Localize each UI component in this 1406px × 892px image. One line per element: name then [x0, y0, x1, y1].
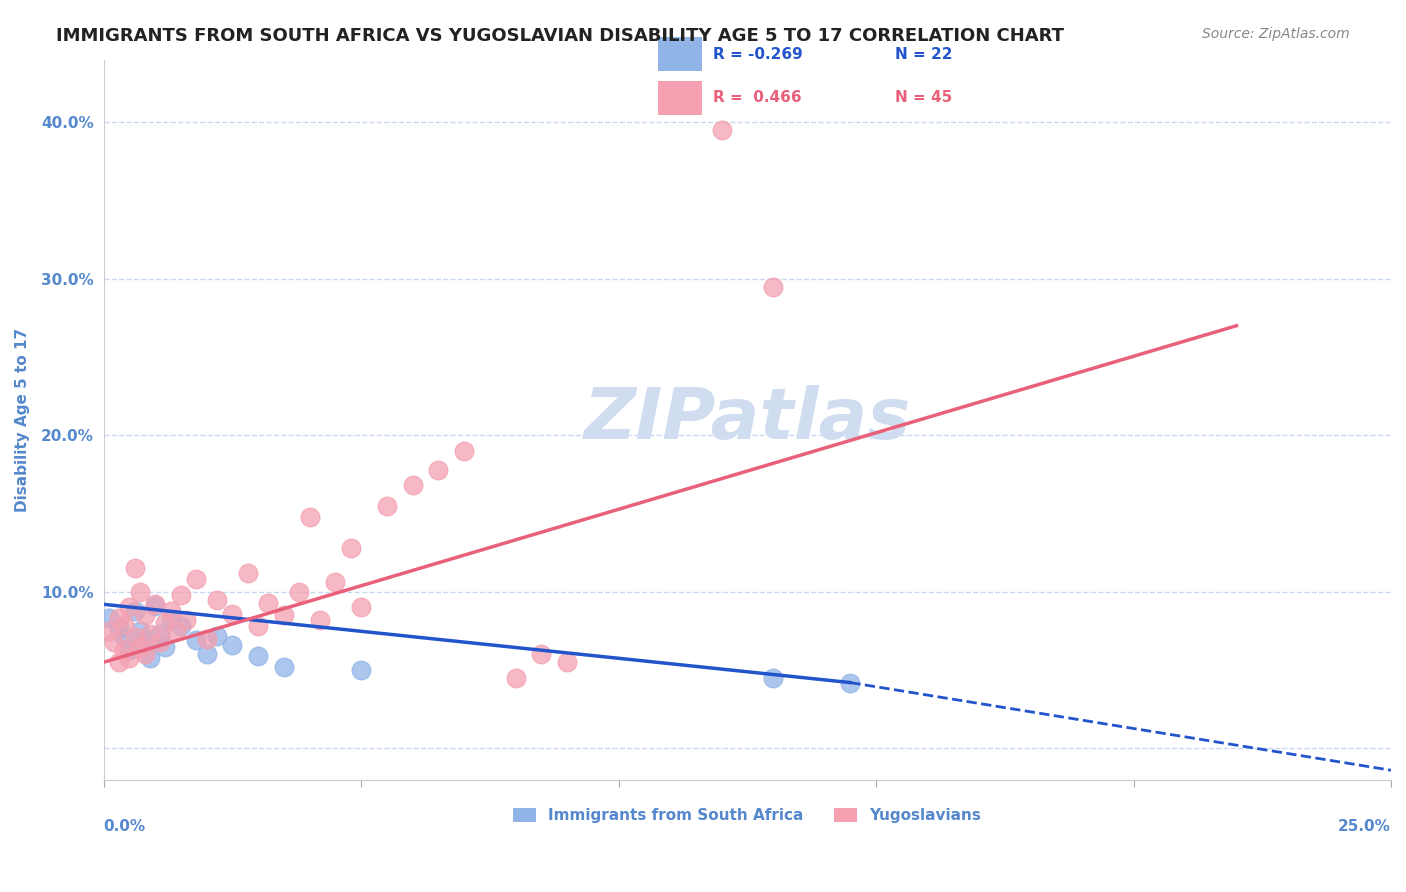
Point [325, 575, 347, 590]
Point [298, 509, 321, 524]
Point [128, 584, 150, 599]
Point [427, 463, 450, 477]
Point [134, 648, 156, 662]
Point [186, 633, 208, 648]
Point [128, 640, 150, 654]
Point [350, 600, 373, 615]
Point [143, 597, 166, 611]
Point [143, 599, 166, 613]
Point [273, 608, 295, 623]
Point [170, 588, 193, 602]
Text: 25.0%: 25.0% [1339, 819, 1391, 834]
Point [103, 635, 125, 649]
Point [195, 648, 218, 662]
Point [118, 600, 141, 615]
Point [340, 541, 363, 555]
Point [108, 655, 131, 669]
Point [108, 611, 131, 625]
Point [174, 613, 197, 627]
Point [139, 650, 162, 665]
Point [128, 624, 150, 638]
Point [401, 478, 423, 492]
Point [139, 627, 162, 641]
FancyBboxPatch shape [658, 81, 702, 115]
Text: N = 45: N = 45 [896, 90, 953, 105]
Point [257, 596, 280, 610]
Point [205, 592, 228, 607]
Point [155, 616, 177, 631]
Point [118, 642, 141, 657]
Point [762, 279, 785, 293]
Point [108, 621, 131, 635]
Point [112, 630, 135, 644]
Point [149, 627, 172, 641]
Point [112, 642, 135, 657]
Point [273, 660, 295, 674]
Point [97, 624, 120, 638]
Text: IMMIGRANTS FROM SOUTH AFRICA VS YUGOSLAVIAN DISABILITY AGE 5 TO 17 CORRELATION C: IMMIGRANTS FROM SOUTH AFRICA VS YUGOSLAV… [56, 27, 1064, 45]
Text: 0.0%: 0.0% [104, 819, 146, 834]
Text: ZIPatlas: ZIPatlas [583, 385, 911, 454]
Point [221, 638, 243, 652]
Text: R =  0.466: R = 0.466 [713, 90, 801, 105]
Point [124, 561, 146, 575]
Point [124, 604, 146, 618]
Point [165, 624, 187, 638]
Point [762, 671, 785, 685]
Point [288, 584, 311, 599]
Point [155, 640, 177, 654]
Point [134, 608, 156, 623]
Point [118, 650, 141, 665]
Point [530, 648, 553, 662]
Point [453, 444, 475, 458]
Point [159, 613, 181, 627]
Point [170, 619, 193, 633]
Point [221, 607, 243, 621]
Text: N = 22: N = 22 [896, 46, 953, 62]
Point [236, 566, 259, 580]
Point [555, 655, 578, 669]
Point [247, 648, 270, 663]
Point [309, 613, 332, 627]
Text: R = -0.269: R = -0.269 [713, 46, 803, 62]
Point [205, 629, 228, 643]
Point [839, 675, 862, 690]
Point [149, 635, 172, 649]
Point [195, 632, 218, 646]
Point [505, 671, 527, 685]
FancyBboxPatch shape [658, 37, 702, 71]
Y-axis label: Disability Age 5 to 17: Disability Age 5 to 17 [15, 327, 30, 512]
Point [134, 635, 156, 649]
Text: Source: ZipAtlas.com: Source: ZipAtlas.com [1202, 27, 1350, 41]
Point [124, 630, 146, 644]
Point [97, 611, 120, 625]
Legend: Immigrants from South Africa, Yugoslavians: Immigrants from South Africa, Yugoslavia… [508, 802, 987, 830]
Point [350, 663, 373, 677]
Point [159, 604, 181, 618]
Point [247, 619, 270, 633]
Point [186, 572, 208, 586]
Point [710, 123, 733, 137]
Point [112, 617, 135, 632]
Point [375, 499, 398, 513]
